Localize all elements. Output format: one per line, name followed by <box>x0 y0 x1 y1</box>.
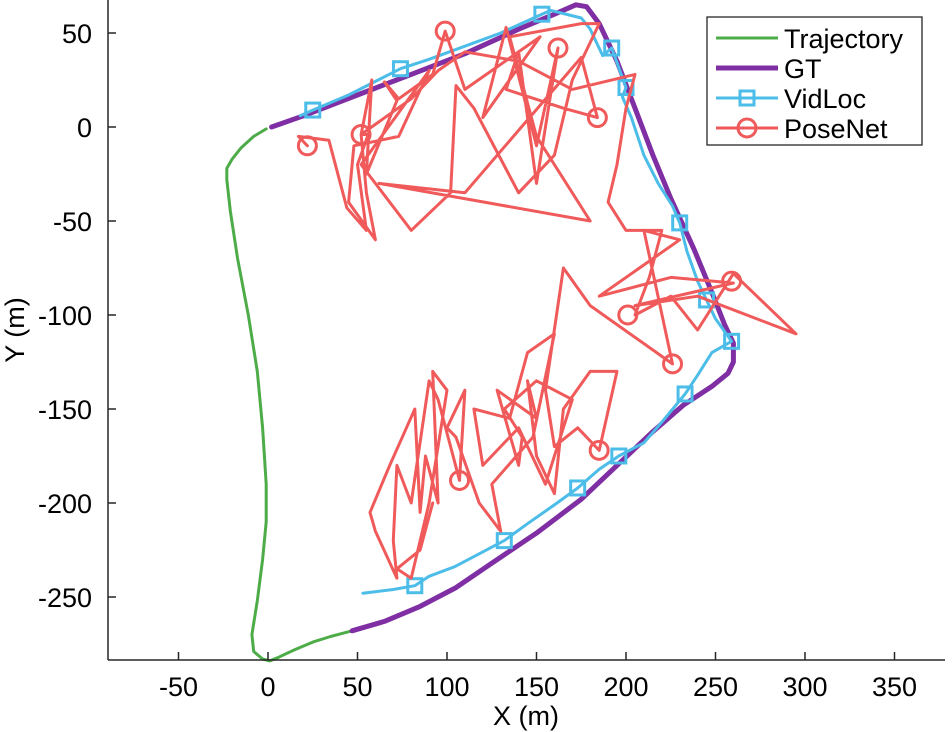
x-tick-label: 350 <box>872 672 917 702</box>
y-tick-label: 0 <box>77 113 92 143</box>
data-point-posenet <box>662 353 684 375</box>
data-point-vidloc <box>698 291 716 309</box>
x-tick-label: 200 <box>603 672 648 702</box>
y-tick-label: -150 <box>38 395 92 425</box>
x-tick-label: 300 <box>782 672 827 702</box>
legend-marker-vidloc <box>738 89 756 107</box>
x-tick-label: 50 <box>342 672 372 702</box>
plot-area <box>225 2 798 663</box>
data-point-vidloc <box>569 479 587 497</box>
data-point-vidloc <box>671 214 689 232</box>
x-tick-label: 250 <box>693 672 738 702</box>
data-point-vidloc <box>406 577 424 595</box>
data-point-vidloc <box>304 101 322 119</box>
series-line-posenet <box>296 22 798 580</box>
y-tick-label: -100 <box>38 301 92 331</box>
data-point-posenet <box>721 270 743 292</box>
series-line-trajectory <box>225 127 354 663</box>
data-point-posenet <box>350 124 372 146</box>
data-point-vidloc <box>603 39 621 57</box>
data-point-posenet <box>547 37 569 59</box>
legend-label-posenet: PoseNet <box>784 114 888 144</box>
data-point-vidloc <box>610 447 628 465</box>
x-tick-label: 150 <box>514 672 559 702</box>
series-trajectory <box>225 127 354 663</box>
data-point-posenet <box>588 439 610 461</box>
data-point-vidloc <box>723 332 741 350</box>
y-tick-label: -200 <box>38 489 92 519</box>
data-point-posenet <box>617 304 639 326</box>
x-tick-label: 0 <box>260 672 275 702</box>
y-tick-label: -250 <box>38 583 92 613</box>
data-point-posenet <box>586 107 608 129</box>
legend-marker-posenet <box>736 117 758 139</box>
ticks: -50 0 50 100 150 200 250 300 350 50 0 -50 -100 -150 -2… <box>38 19 917 702</box>
legend-label-trajectory: Trajectory <box>784 24 904 54</box>
y-tick-label: -50 <box>53 207 92 237</box>
x-tick-label: -50 <box>159 672 198 702</box>
x-tick-label: 100 <box>424 672 469 702</box>
series-posenet <box>296 20 798 580</box>
y-axis-label: Y (m) <box>0 297 30 363</box>
y-tick-label: 50 <box>62 19 92 49</box>
data-point-vidloc <box>533 5 551 23</box>
data-point-vidloc <box>391 60 409 78</box>
legend-label-vidloc: VidLoc <box>784 84 866 114</box>
legend-label-gt: GT <box>784 54 822 84</box>
data-point-posenet <box>434 20 456 42</box>
x-axis-label: X (m) <box>493 701 559 731</box>
data-point-posenet <box>449 469 471 491</box>
data-point-vidloc <box>495 532 513 550</box>
data-point-vidloc <box>676 385 694 403</box>
data-point-posenet <box>296 135 318 157</box>
